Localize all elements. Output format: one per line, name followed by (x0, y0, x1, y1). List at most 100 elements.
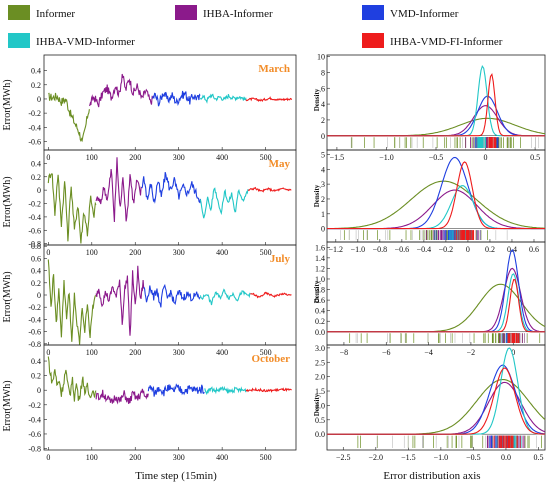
density-label: Density (313, 184, 321, 207)
y-tick-label: -0.2 (28, 109, 41, 118)
x-axis-label-error: Error distribution axis (383, 470, 480, 482)
y-tick-label: 2 (321, 195, 325, 204)
x-tick-label: 400 (216, 453, 228, 462)
series-line-ihba-vmd-informer (199, 187, 249, 219)
x-tick-label: 300 (173, 453, 185, 462)
x-tick-label: −1.5 (401, 453, 416, 462)
density-curve-ihba-informer (327, 267, 546, 333)
x-tick-label: −8 (340, 348, 349, 357)
x-tick-label: −1.2 (329, 245, 344, 254)
y-tick-label: 2.5 (315, 358, 325, 367)
x-tick-label: 400 (216, 153, 228, 162)
x-tick-label: 100 (86, 348, 98, 357)
x-tick-label: −0.5 (466, 453, 481, 462)
x-tick-label: −2.0 (369, 453, 384, 462)
density-label: Density (313, 88, 321, 111)
series-line-ihba-informer (95, 157, 143, 223)
y-tick-label: -0.8 (28, 240, 41, 249)
x-tick-label: 300 (173, 348, 185, 357)
y-axis-label: Error(MWh) (2, 271, 13, 322)
y-tick-label: 1.0 (315, 401, 325, 410)
series-line-ihba-vmd-fi-informer (247, 186, 292, 193)
legend-label-ihba-vmd-informer: IHBA-VMD-Informer (36, 36, 135, 48)
x-tick-label: 400 (216, 248, 228, 257)
x-tick-label: 0 (46, 153, 50, 162)
x-tick-label: 200 (129, 453, 141, 462)
y-tick-label: -0.8 (28, 445, 41, 454)
density-curve-ihba-vmd-fi-informer (327, 72, 545, 137)
y-tick-label: 0.4 (31, 357, 41, 366)
x-tick-label: −1.0 (434, 453, 449, 462)
density-curve-informer (327, 283, 546, 333)
density-curve-ihba-vmd-informer (327, 185, 545, 230)
y-tick-label: 0 (321, 132, 325, 141)
y-tick-label: -0.2 (28, 401, 41, 410)
y-tick-label: 0.2 (31, 173, 41, 182)
y-axis-label: Error(MWh) (2, 176, 13, 227)
y-axis-label: Error(MWh) (2, 79, 13, 130)
x-tick-label: 100 (86, 153, 98, 162)
series-line-ihba-informer (95, 388, 149, 405)
x-tick-label: 200 (129, 348, 141, 357)
y-tick-label: 3.0 (315, 344, 325, 353)
x-tick-label: 200 (129, 248, 141, 257)
y-tick-label: 0.5 (315, 416, 325, 425)
y-tick-label: -0.6 (28, 226, 41, 235)
x-tick-label: −4 (424, 348, 433, 357)
y-tick-label: 0.2 (31, 81, 41, 90)
y-tick-label: -0.4 (28, 123, 41, 132)
y-tick-label: 0 (37, 291, 41, 300)
legend-label-ihba-informer: IHBA-Informer (203, 8, 273, 20)
series-line-vmd-informer (141, 171, 201, 204)
y-tick-label: 0.6 (31, 254, 41, 263)
y-tick-label: 0.2 (31, 372, 41, 381)
y-tick-label: -0.2 (28, 303, 41, 312)
y-tick-label: 0.0 (315, 430, 325, 439)
x-tick-label: 0 (484, 153, 488, 162)
series-line-ihba-vmd-fi-informer (245, 387, 292, 393)
x-tick-label: −0.5 (429, 153, 444, 162)
density-curve-ihba-informer (327, 381, 546, 435)
y-tick-label: 0.4 (31, 67, 41, 76)
y-tick-label: 0.0 (315, 328, 325, 337)
x-tick-label: 300 (173, 153, 185, 162)
density-curve-ihba-vmd-informer (327, 64, 545, 137)
x-tick-label: 0 (46, 453, 50, 462)
x-tick-label: 500 (260, 453, 272, 462)
x-tick-label: 0 (466, 245, 470, 254)
month-label: March (258, 63, 290, 75)
y-tick-label: 1.2 (315, 264, 325, 273)
legend-label-ihba-vmd-fi-informer: IHBA-VMD-FI-Informer (390, 36, 503, 48)
y-tick-label: -0.6 (28, 430, 41, 439)
y-tick-label: 4 (321, 100, 325, 109)
x-tick-label: −0.2 (439, 245, 454, 254)
legend-label-informer: Informer (36, 8, 75, 20)
y-tick-label: 2 (321, 116, 325, 125)
series-line-ihba-vmd-informer (204, 385, 247, 396)
legend-swatch-vmd-informer (362, 5, 384, 20)
panel-october-timeseries: Error(MWh) 0 100 200 300 400 500 0.4 0.2 0 -0.2 -0… (2, 344, 297, 462)
x-axis-label-time: Time step (15min) (135, 470, 217, 482)
y-tick-label: 5 (321, 150, 325, 159)
panel-october-density: Density −2.5 −2.0 −1.5 −1.0 −0.5 0.0 0.5 0.0 0.5… (313, 344, 546, 462)
x-tick-label: −1.5 (330, 153, 345, 162)
series-line-informer (47, 356, 97, 402)
x-tick-label: 500 (260, 248, 272, 257)
density-curve-vmd-informer (327, 364, 546, 435)
x-tick-label: −0.6 (395, 245, 410, 254)
x-tick-label: −0.4 (417, 245, 432, 254)
y-tick-label: 6 (321, 84, 325, 93)
x-tick-label: 100 (86, 248, 98, 257)
y-tick-label: 0.4 (31, 267, 41, 276)
y-tick-label: -0.6 (28, 328, 41, 337)
density-curve-vmd-informer (327, 156, 545, 230)
panel-march-timeseries: Error(MWh) 0 100 200 300 400 500 0.4 0.2 0 -0.2 -0… (2, 54, 297, 162)
y-tick-label: 0 (37, 186, 41, 195)
density-label: Density (313, 393, 321, 416)
y-tick-label: 0.2 (31, 279, 41, 288)
x-tick-label: 300 (173, 248, 185, 257)
x-tick-label: 500 (260, 348, 272, 357)
x-tick-label: 0.2 (485, 245, 495, 254)
panel-may-density: Density −1.2 −1.0 −0.8 −0.6 −0.4 −0.2 0 0.2 0.4 0… (313, 149, 546, 254)
